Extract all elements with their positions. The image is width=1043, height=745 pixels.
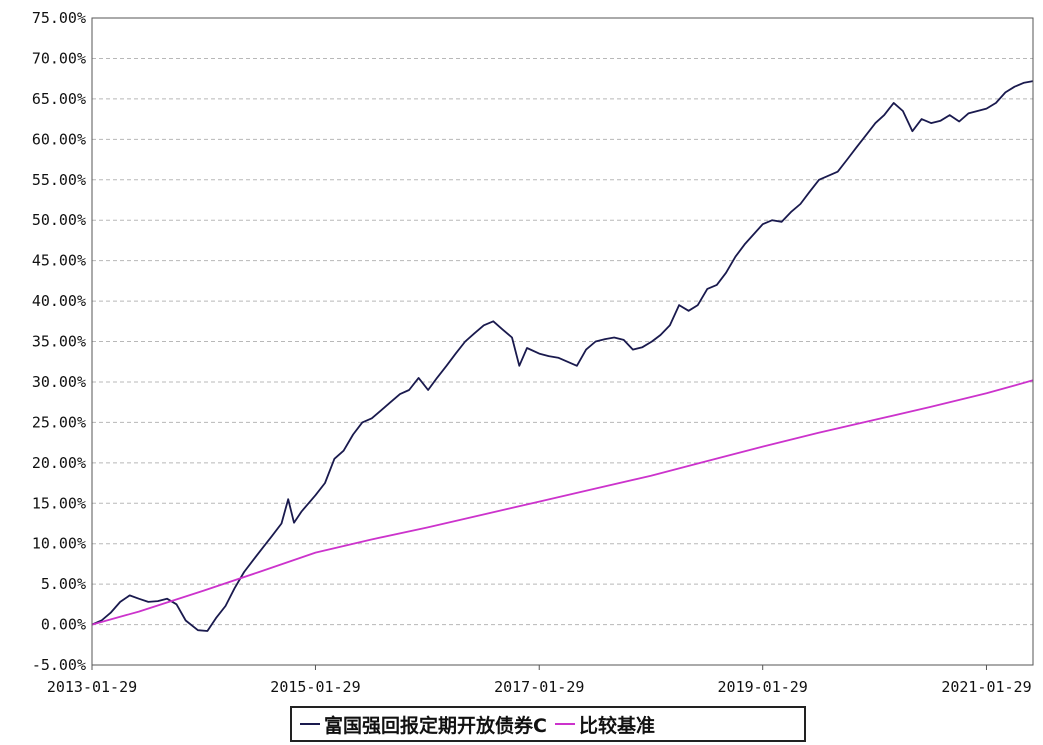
legend-item-fund: 富国强回报定期开放债券C — [300, 711, 547, 738]
x-tick-label: 2019-01-29 — [718, 678, 808, 696]
series-lines — [91, 80, 1034, 632]
y-tick-label: 20.00% — [32, 454, 86, 472]
y-tick-label: 25.00% — [32, 413, 86, 431]
x-tick-label: 2015-01-29 — [270, 678, 360, 696]
line-chart: 75.00% 70.00% 65.00% 60.00% 55.00% 50.00% 45.0… — [32, 9, 1034, 696]
x-axis-tick-labels: 2013-01-29 2015-01-29 2017-01-29 2019-01-29… — [47, 665, 1032, 696]
y-tick-label: 40.00% — [32, 292, 86, 310]
y-tick-label: 30.00% — [32, 373, 86, 391]
legend-swatch-benchmark — [554, 723, 575, 725]
y-tick-label: 75.00% — [32, 9, 86, 27]
series-line-fund — [91, 80, 1034, 632]
gridlines — [92, 57, 1033, 626]
y-tick-label: 15.00% — [32, 494, 86, 512]
y-tick-label: 50.00% — [32, 211, 86, 229]
x-tick-label: 2017-01-29 — [494, 678, 584, 696]
y-tick-label: 60.00% — [32, 130, 86, 148]
y-tick-label: 35.00% — [32, 333, 86, 351]
legend: 富国强回报定期开放债券C 比较基准 — [290, 706, 806, 742]
x-tick-label: 2013-01-29 — [47, 678, 137, 696]
y-tick-label: 55.00% — [32, 171, 86, 189]
y-tick-label: -5.00% — [32, 656, 86, 674]
y-tick-label: 45.00% — [32, 252, 86, 270]
legend-label-fund: 富国强回报定期开放债券C — [324, 714, 547, 737]
y-tick-label: 5.00% — [41, 575, 86, 593]
y-tick-label: 65.00% — [32, 90, 86, 108]
legend-label-benchmark: 比较基准 — [578, 714, 655, 737]
series-line-benchmark — [91, 379, 1034, 626]
y-tick-label: 0.00% — [41, 616, 86, 634]
y-tick-label: 10.00% — [32, 535, 86, 553]
y-tick-label: 70.00% — [32, 49, 86, 67]
legend-swatch-fund — [300, 723, 320, 725]
legend-item-benchmark: 比较基准 — [554, 711, 655, 738]
x-tick-label: 2021-01-29 — [941, 678, 1031, 696]
plot-frame — [91, 17, 1034, 666]
y-axis-tick-labels: 75.00% 70.00% 65.00% 60.00% 55.00% 50.00% 45.0… — [32, 9, 86, 674]
